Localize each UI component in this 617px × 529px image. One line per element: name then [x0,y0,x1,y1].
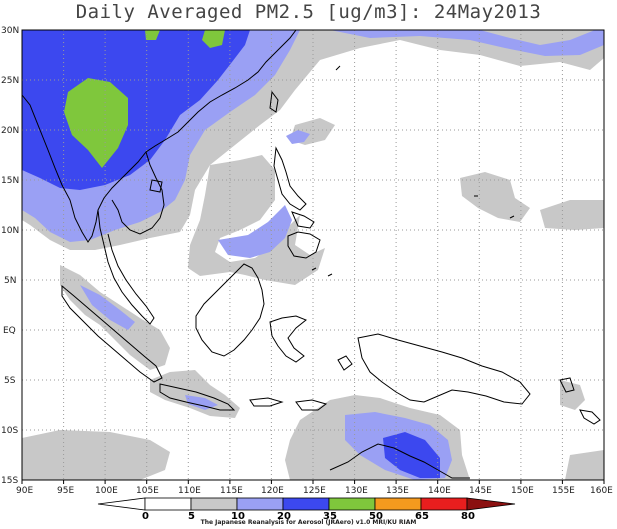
lat-label: 30N [1,26,19,36]
longitude-labels: 90E 95E 100E 105E 110E 115E 120E 125E 13… [16,486,613,496]
green-region-north-a [145,30,160,40]
colorbar-label: 10 [231,511,245,522]
gray-region-pacific-2 [540,200,604,230]
lon-label: 130E [345,486,368,496]
colorbar: 0 5 10 20 35 50 65 80 [97,497,516,522]
data-credit: The Japanese Reanalysis for Aerosol (JRA… [200,519,417,526]
lon-label: 100E [95,486,118,496]
blue-region-australia [383,432,440,478]
lon-label: 115E [220,486,243,496]
coast-solomon [579,409,601,425]
map-title: Daily Averaged PM2.5 [ug/m3]: 24May2013 [75,1,542,23]
axis-ticks [21,480,605,484]
lon-label: 90E [16,486,33,496]
lon-label: 145E [469,486,492,496]
coast-luzon [273,146,307,211]
coast-vietnam [111,151,165,235]
colorbar-segment [374,497,422,511]
colorbar-segment [190,497,238,511]
lat-label: EQ [3,326,16,336]
colorbar-label: 65 [415,511,429,522]
coast-small-islands [311,65,515,277]
coast-hainan [149,179,163,193]
lightblue-region-java [185,395,218,410]
coast-malay-peninsula [97,209,155,325]
lon-label: 120E [261,486,284,496]
lightblue-region-malay [80,285,135,330]
coast-maluku [337,355,353,371]
lon-label: 110E [178,486,201,496]
lon-label: 140E [428,486,451,496]
colorbar-label: 20 [277,511,291,522]
coast-taiwan [269,90,279,113]
green-region-north-b [202,30,225,48]
lon-label: 135E [386,486,409,496]
coast-asia-mainland [22,30,297,243]
lat-label: 10N [1,226,19,236]
coast-bismarck [559,377,575,393]
blue-region-north [22,30,250,190]
coast-australia [329,443,470,479]
coast-timor [295,399,328,411]
lightblue-region-philippines [286,130,310,144]
gray-region-java [150,370,240,418]
grid [22,30,604,480]
latitude-labels: 30N 25N 20N 15N 10N 5N EQ 5S 10S 15S [1,26,19,486]
colorbar-segment [144,497,192,511]
lon-label: 155E [552,486,575,496]
coast-borneo [195,263,265,357]
lon-label: 160E [590,486,613,496]
colorbar-label: 80 [461,511,475,522]
lat-label: 5S [4,376,16,386]
coast-sulawesi [269,315,307,363]
lon-label: 150E [511,486,534,496]
lon-label: 95E [57,486,74,496]
coast-java [159,383,236,411]
coastlines [22,30,601,479]
gray-region-south-china-sea [188,155,325,285]
colorbar-segment [420,497,468,511]
gray-region-east [560,380,585,410]
colorbar-label: 5 [188,511,195,522]
pm25-field [22,30,604,480]
colorbar-segment [236,497,284,511]
colorbar-over-arrow [466,497,516,511]
coast-sumatra [61,284,163,383]
lat-label: 25N [1,76,19,86]
lat-label: 5N [4,276,16,286]
coast-new-guinea [357,333,531,405]
lat-label: 15N [1,176,19,186]
colorbar-label: 0 [142,511,149,522]
lon-label: 125E [303,486,326,496]
gray-region-sw [22,430,170,480]
colorbar-label: 50 [369,511,383,522]
lon-label: 105E [136,486,159,496]
lat-label: 10S [1,426,18,436]
coast-visayas [291,211,315,229]
lightblue-region-south-china-sea [218,205,292,258]
gray-region-far-se [565,450,604,480]
lat-label: 15S [1,476,18,486]
lightblue-region-ne [330,30,604,56]
colorbar-label: 35 [323,511,337,522]
gray-region-pacific-1 [460,172,530,222]
colorbar-segment [328,497,376,511]
coast-mindanao [287,231,321,259]
colorbar-under-arrow [97,497,146,511]
coast-flores [249,397,284,407]
green-region-indochina [64,78,128,168]
lat-label: 20N [1,126,19,136]
colorbar-segment [282,497,330,511]
